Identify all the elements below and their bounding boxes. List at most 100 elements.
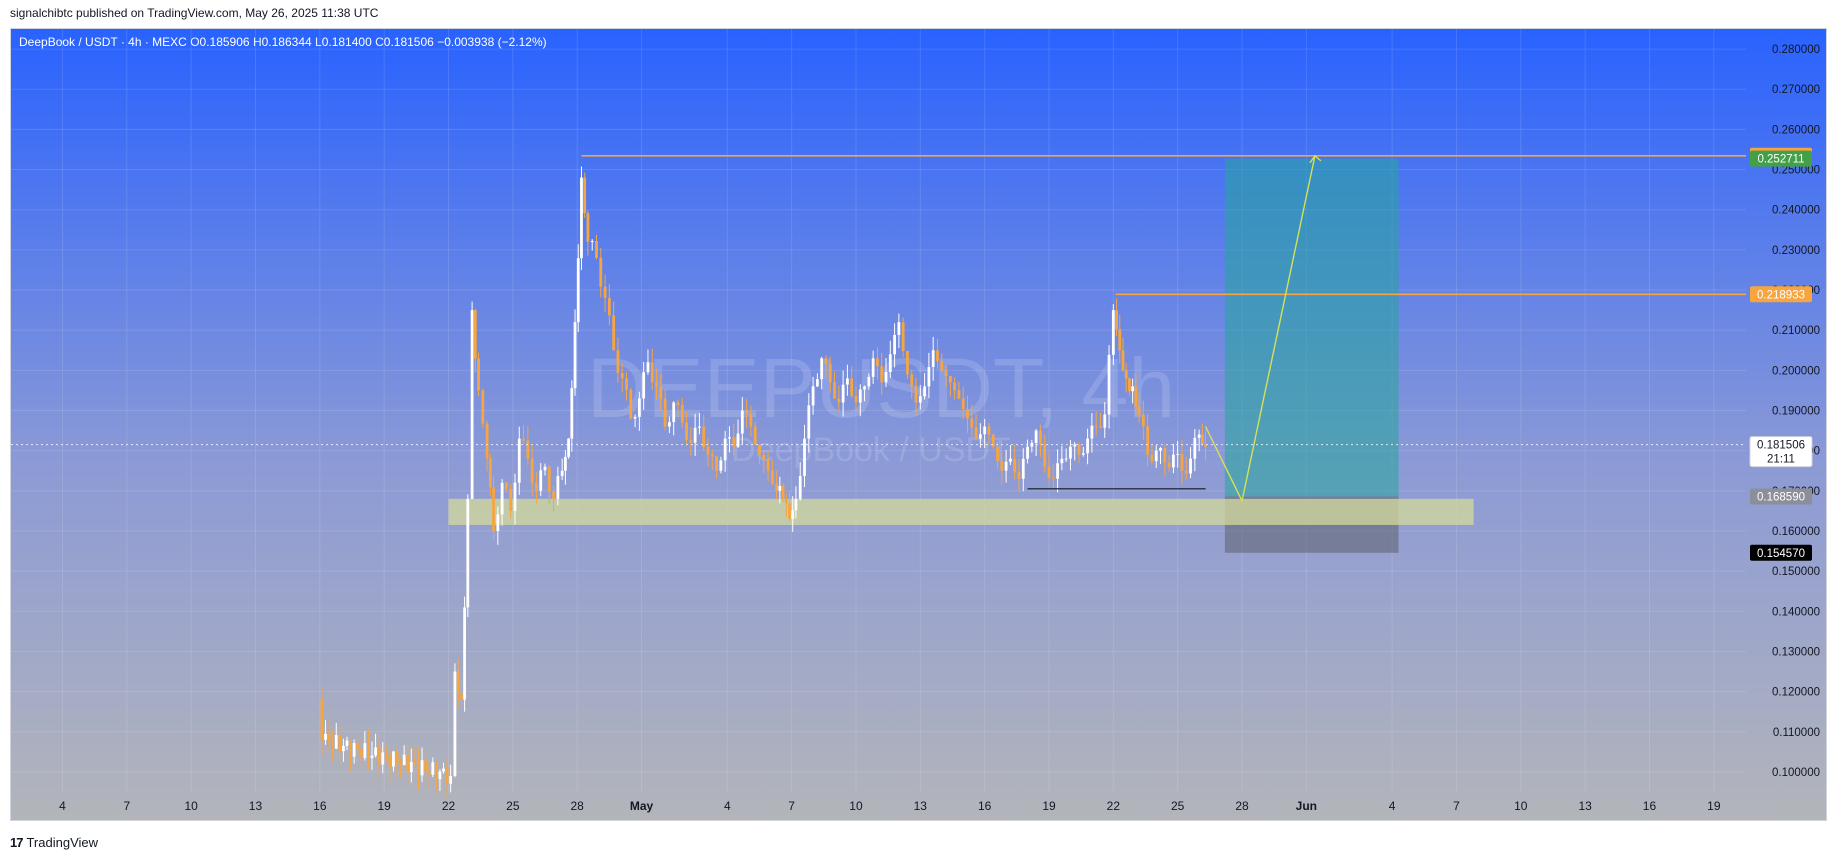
price-badge-label: 0.181506 [1757, 440, 1805, 452]
price-axis[interactable]: 0.280000 0.270000 0.260000 0.250000 0.240000… [1746, 29, 1826, 820]
candle-body [1077, 444, 1081, 455]
chart-pane[interactable]: DEEPUSDT, 4h DeepBook / USDT 0.280000 0.2… [10, 28, 1827, 821]
candles [320, 166, 1207, 798]
candle-body [1124, 370, 1128, 379]
candle-body [526, 440, 530, 459]
candle-body [663, 398, 667, 427]
candle-body [807, 405, 811, 439]
symbol-name[interactable]: DeepBook / USDT · 4h · MEXC [19, 35, 187, 49]
candle-body [659, 386, 663, 399]
candle-body [923, 386, 927, 397]
candle-body [846, 378, 849, 385]
price-badge-label: 0.218933 [1757, 289, 1805, 301]
candle-body [320, 699, 324, 740]
time-axis[interactable]: 4 7 10 13 16 19 22 25 28 May 4 7 10 13 16 19 22 25 28 Jun 4 7… [11, 792, 1826, 820]
candle-body [884, 372, 888, 383]
price-tick-label: 0.240000 [1772, 205, 1820, 217]
low-value: 0.181400 [321, 35, 372, 49]
candle-body [349, 740, 352, 757]
candle-body [463, 607, 466, 700]
time-tick-label: Jun [1296, 799, 1317, 813]
candle-body [876, 358, 879, 367]
candle-body [1193, 437, 1197, 459]
candle-body [1056, 463, 1059, 479]
candle-body [1121, 350, 1125, 371]
candle-body [728, 437, 731, 439]
brand-name[interactable]: TradingView [26, 834, 99, 850]
price-tick-label: 0.150000 [1772, 566, 1820, 578]
candle-body [1180, 453, 1184, 471]
candle-body [788, 503, 791, 519]
projection-path [1204, 155, 1316, 503]
candle-body [1004, 461, 1008, 471]
candle-body [689, 439, 693, 443]
candle-body [957, 390, 961, 399]
candle-body [784, 498, 788, 504]
time-tick-label: 25 [506, 799, 520, 813]
candle-body [620, 372, 624, 379]
price-tick-label: 0.250000 [1772, 165, 1820, 177]
candle-body [811, 386, 815, 406]
publisher-line: signalchibtc published on TradingView.co… [10, 6, 379, 20]
candle-body [672, 402, 676, 423]
candle-body [910, 374, 914, 387]
candle-body [1090, 425, 1094, 439]
candle-body [1150, 454, 1154, 462]
close-value: 0.181506 [383, 35, 434, 49]
candle-body [1051, 477, 1055, 479]
time-tick-label: 10 [849, 799, 863, 813]
candle-body [374, 747, 377, 756]
candle-body [327, 733, 331, 743]
candle-body [841, 384, 845, 403]
candle-body [417, 761, 420, 776]
candle-body [409, 761, 413, 772]
candle-body [1141, 414, 1145, 427]
time-tick-label: 16 [313, 799, 327, 813]
price-chart[interactable]: DEEPUSDT, 4h DeepBook / USDT 0.2800000.2… [11, 29, 1826, 820]
candle-body [914, 386, 918, 403]
price-tick-label: 0.120000 [1772, 687, 1820, 699]
candle-body [552, 491, 555, 499]
footer[interactable]: 17 TradingView [10, 833, 98, 851]
candle-body [778, 486, 782, 491]
candle-body [702, 426, 706, 448]
price-badge [1750, 286, 1812, 303]
candle-body [854, 395, 858, 403]
candle-body [880, 366, 884, 383]
candle-body [1154, 450, 1158, 462]
tradingview-logo-icon[interactable]: 17 [10, 834, 24, 850]
high-value: 0.186344 [261, 35, 312, 49]
candle-body [481, 390, 485, 424]
candle-body [766, 459, 770, 471]
candle-body [595, 241, 598, 258]
candle-body [392, 751, 395, 767]
low-label: L [315, 35, 322, 49]
candle-body [940, 361, 944, 371]
candle-body [496, 514, 500, 531]
time-tick-label: 28 [1235, 799, 1249, 813]
price-tick-label: 0.130000 [1772, 646, 1820, 658]
candle-body [449, 775, 453, 784]
time-tick-label: 13 [249, 799, 263, 813]
symbol-legend[interactable]: DeepBook / USDT · 4h · MEXC O0.185906 H0… [19, 35, 547, 49]
candle-body [749, 413, 753, 427]
candle-body [359, 748, 363, 758]
candle-body [1171, 454, 1175, 468]
candle-body [342, 745, 345, 752]
candle-body [953, 382, 957, 391]
candle-body [710, 454, 714, 457]
candle-body [560, 470, 564, 477]
candle-body [590, 241, 594, 243]
candle-body [367, 743, 370, 758]
candle-body [381, 752, 385, 765]
candle-body [996, 446, 999, 462]
candle-body [1115, 310, 1118, 330]
time-tick-label: 7 [788, 799, 795, 813]
candle-body [706, 447, 710, 455]
time-tick-label: 19 [1707, 799, 1721, 813]
time-tick-label: 16 [1643, 799, 1657, 813]
candle-body [485, 423, 489, 459]
price-badge [1749, 436, 1813, 468]
candle-body [445, 768, 449, 784]
candle-body [580, 177, 583, 259]
